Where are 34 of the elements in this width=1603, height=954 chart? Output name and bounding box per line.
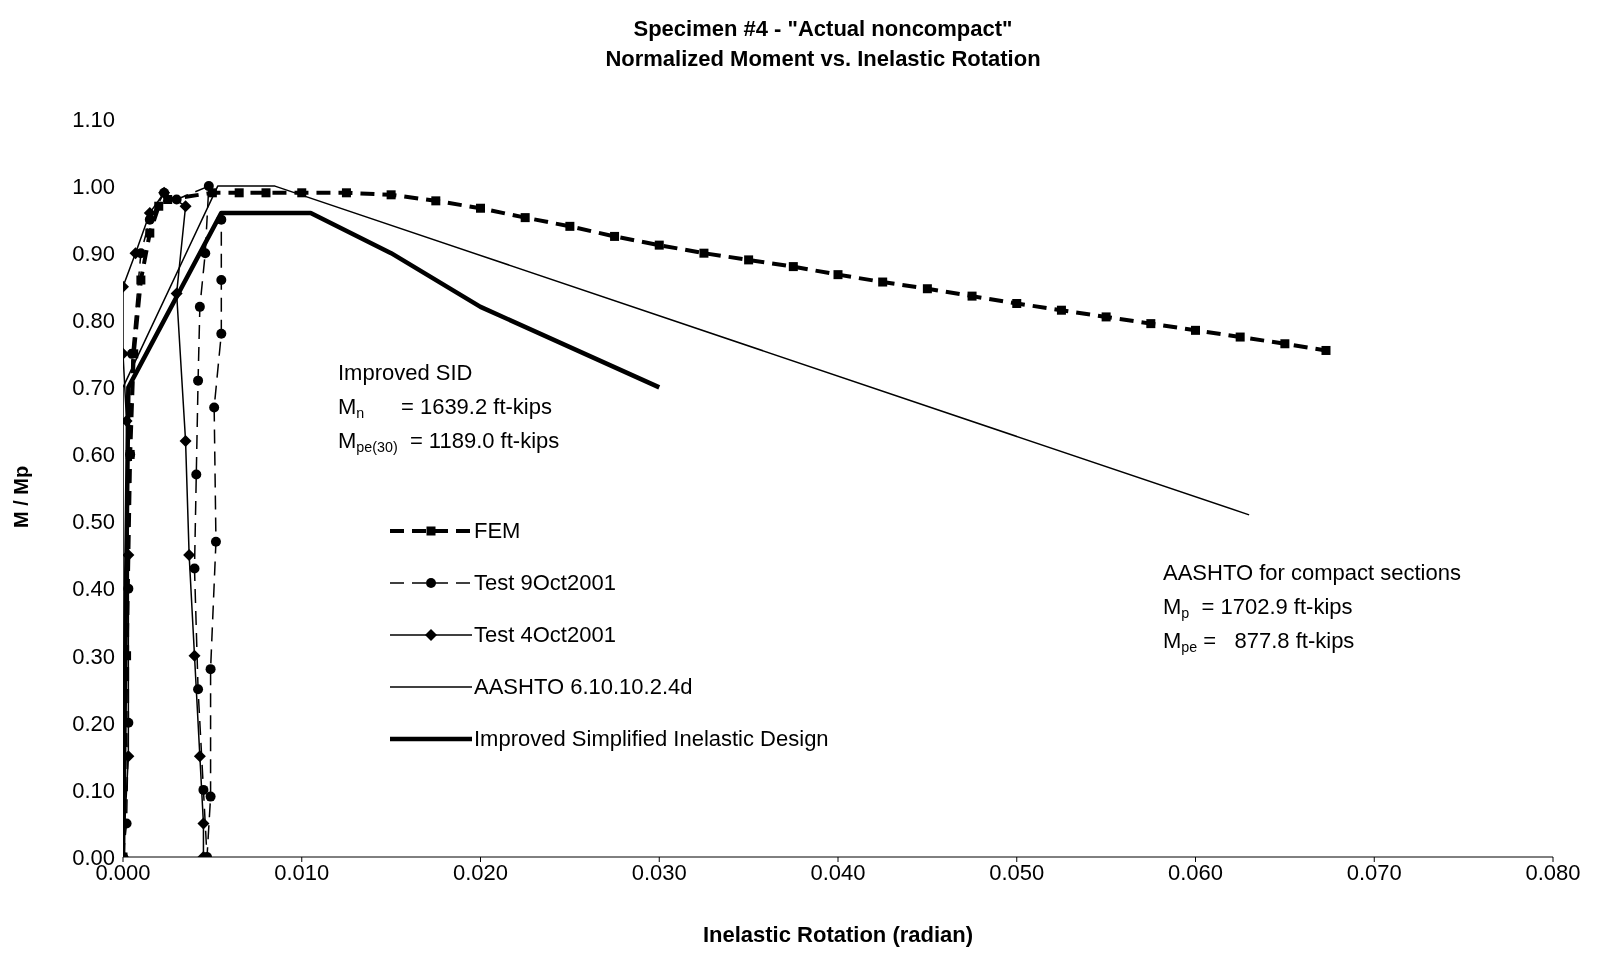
y-tick-label: 1.10: [72, 106, 115, 132]
annotation: AASHTO for compact sections: [1163, 560, 1461, 585]
x-tick-label: 0.050: [989, 859, 1045, 885]
x-tick-label: 0.010: [274, 859, 330, 885]
chart-title: Specimen #4 - "Actual noncompact": [633, 16, 1013, 41]
y-tick-label: 0.20: [72, 710, 115, 736]
annotation: M$_{pe(30)}$ = 1189.0 ft-kips: [338, 428, 560, 456]
y-tick-label: 0.70: [72, 375, 115, 401]
x-tick-label: 0.060: [1167, 859, 1224, 885]
x-tick-label: 0.080: [1525, 859, 1581, 885]
legend-label: FEM: [474, 518, 521, 544]
annotation: M$_{pe}$ = 877.8 ft-kips: [1163, 628, 1355, 656]
x-tick-label: 0.020: [452, 859, 509, 885]
x-axis-title: Inelastic Rotation (radian): [702, 922, 974, 947]
y-tick-label: 0.50: [72, 509, 115, 535]
y-tick-label: 0.10: [72, 777, 115, 803]
chart-subtitle: Normalized Moment vs. Inelastic Rotation: [605, 46, 1041, 71]
legend-label: Improved Simplified Inelastic Design: [474, 726, 829, 752]
y-tick-label: 0.80: [72, 308, 115, 334]
annotation: M$_{p}$ = 1702.9 ft-kips: [1163, 594, 1353, 622]
y-tick-label: 1.00: [72, 173, 115, 199]
x-tick-label: 0.070: [1346, 859, 1402, 885]
y-tick-label: 0.40: [72, 576, 115, 602]
x-tick-label: 0.040: [810, 859, 866, 885]
legend-label: Test 9Oct2001: [474, 570, 616, 596]
y-tick-label: 0.60: [72, 442, 115, 468]
annotation: Improved SID: [338, 360, 473, 385]
legend-label: AASHTO 6.10.10.2.4d: [474, 674, 693, 700]
y-tick-label: 0.30: [72, 643, 115, 669]
x-tick-label: 0.030: [631, 859, 687, 885]
y-tick-label: 0.90: [72, 240, 115, 266]
text: M$_{n}$ = 1639.2 ft-kips: [338, 394, 552, 422]
legend-label: Test 4Oct2001: [474, 622, 616, 648]
y-axis-title: M / Mp: [10, 465, 33, 528]
